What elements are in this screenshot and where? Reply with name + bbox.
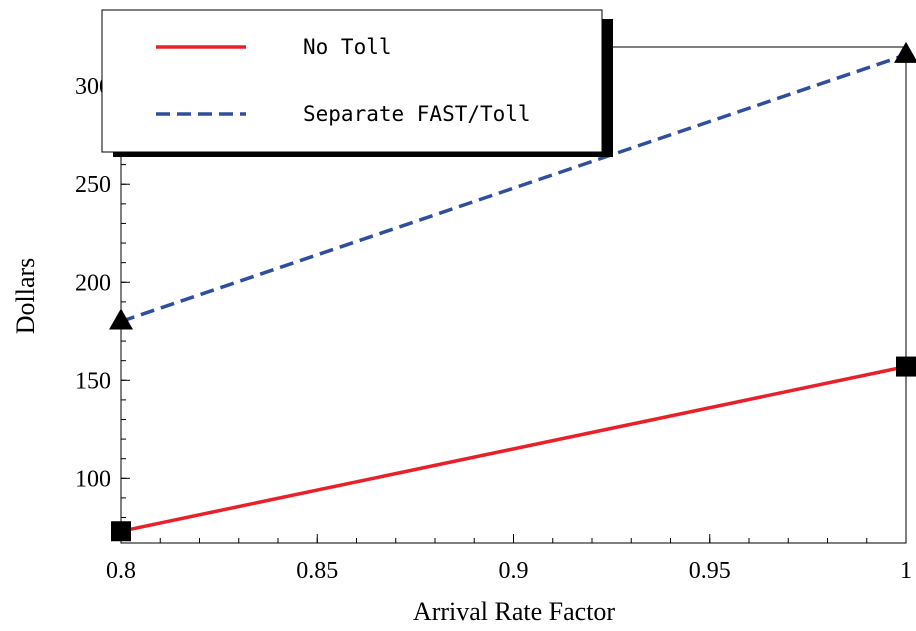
x-axis-label: Arrival Rate Factor xyxy=(413,597,615,626)
square-marker xyxy=(896,356,916,377)
series-lines xyxy=(120,53,907,533)
y-tick-label: 200 xyxy=(75,270,111,296)
triangle-marker xyxy=(109,308,133,330)
y-tick-label: 250 xyxy=(75,172,111,198)
data-markers xyxy=(109,41,916,542)
x-tick-label: 0.95 xyxy=(689,558,731,584)
legend-label-separate-fast-toll: Separate FAST/Toll xyxy=(303,102,531,126)
triangle-marker xyxy=(894,41,916,63)
x-tick-label: 0.8 xyxy=(106,558,136,584)
legend-box xyxy=(101,9,603,153)
legend: No Toll Separate FAST/Toll xyxy=(101,9,613,157)
series-line xyxy=(120,53,907,324)
x-tick-label: 0.85 xyxy=(296,558,338,584)
y-axis-label: Dollars xyxy=(11,258,40,335)
x-tick-label: 0.9 xyxy=(499,558,529,584)
legend-label-no-toll: No Toll xyxy=(303,35,392,59)
series-line xyxy=(120,364,907,533)
square-marker xyxy=(111,521,131,542)
x-tick-label: 1 xyxy=(900,558,912,584)
axis-ticks xyxy=(120,46,907,543)
y-tick-label: 150 xyxy=(75,368,111,394)
y-tick-label: 100 xyxy=(75,466,111,492)
